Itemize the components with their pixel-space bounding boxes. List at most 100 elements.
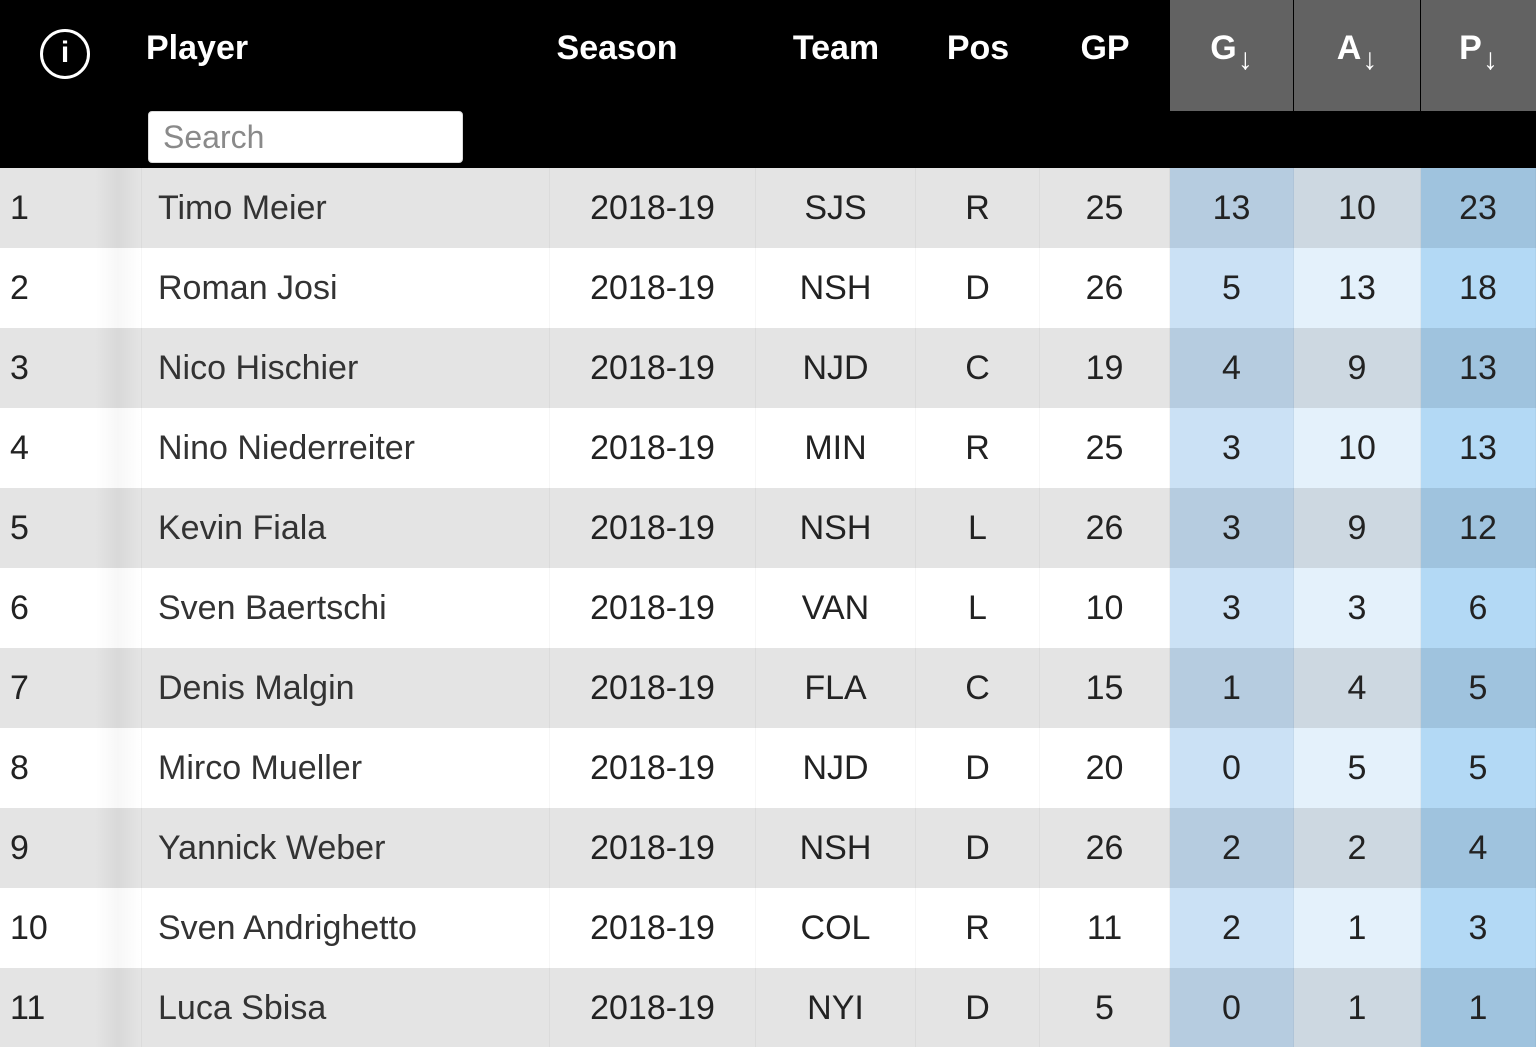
cell-season: 2018-19 [550,648,756,728]
cell-pos: D [916,248,1040,328]
cell-p: 3 [1421,888,1536,968]
cell-season: 2018-19 [550,488,756,568]
table-header: i Player Season Team Pos GP G↓ A↓ P↓ [0,0,1536,168]
column-header-p-label: P [1459,29,1482,67]
column-header-team[interactable]: Team [792,29,880,67]
column-header-gp[interactable]: GP [1080,29,1130,67]
cell-rank: 5 [0,488,142,568]
cell-p: 18 [1421,248,1536,328]
cell-team: NYI [756,968,916,1047]
cell-g: 2 [1170,808,1294,888]
info-icon[interactable]: i [40,29,90,79]
cell-p: 23 [1421,168,1536,248]
sort-down-arrow-icon: ↓ [1237,43,1253,76]
cell-a: 9 [1294,328,1421,408]
cell-team: NJD [756,728,916,808]
cell-player: Sven Baertschi [142,568,550,648]
cell-a: 10 [1294,408,1421,488]
cell-p: 5 [1421,648,1536,728]
cell-g: 13 [1170,168,1294,248]
cell-p: 6 [1421,568,1536,648]
cell-pos: L [916,568,1040,648]
table-row[interactable]: 2 Roman Josi 2018-19 NSH D 26 5 13 18 [0,248,1536,328]
cell-gp: 15 [1040,648,1170,728]
cell-player: Denis Malgin [142,648,550,728]
cell-pos: D [916,968,1040,1047]
cell-rank: 1 [0,168,142,248]
cell-player: Yannick Weber [142,808,550,888]
sort-down-arrow-icon: ↓ [1362,43,1378,76]
cell-pos: C [916,648,1040,728]
cell-player: Roman Josi [142,248,550,328]
cell-p: 13 [1421,408,1536,488]
table-row[interactable]: 7 Denis Malgin 2018-19 FLA C 15 1 4 5 [0,648,1536,728]
cell-pos: R [916,888,1040,968]
cell-pos: D [916,728,1040,808]
table-row[interactable]: 4 Nino Niederreiter 2018-19 MIN R 25 3 10 13 [0,408,1536,488]
column-header-p[interactable]: P↓ [1421,0,1536,111]
cell-season: 2018-19 [550,328,756,408]
cell-a: 1 [1294,888,1421,968]
cell-gp: 20 [1040,728,1170,808]
table-row[interactable]: 3 Nico Hischier 2018-19 NJD C 19 4 9 13 [0,328,1536,408]
column-header-a[interactable]: A↓ [1294,0,1420,111]
cell-season: 2018-19 [550,728,756,808]
cell-p: 5 [1421,728,1536,808]
cell-rank: 2 [0,248,142,328]
cell-gp: 5 [1040,968,1170,1047]
column-header-player[interactable]: Player [146,29,249,67]
cell-gp: 25 [1040,168,1170,248]
table-row[interactable]: 11 Luca Sbisa 2018-19 NYI D 5 0 1 1 [0,968,1536,1047]
column-header-season[interactable]: Season [556,29,678,67]
cell-rank: 8 [0,728,142,808]
column-header-g[interactable]: G↓ [1170,0,1293,111]
player-search-input[interactable] [148,111,463,163]
cell-gp: 19 [1040,328,1170,408]
cell-team: NJD [756,328,916,408]
table-row[interactable]: 6 Sven Baertschi 2018-19 VAN L 10 3 3 6 [0,568,1536,648]
column-header-a-label: A [1336,29,1362,67]
cell-pos: R [916,168,1040,248]
cell-season: 2018-19 [550,248,756,328]
cell-a: 4 [1294,648,1421,728]
cell-g: 0 [1170,728,1294,808]
cell-team: SJS [756,168,916,248]
cell-player: Sven Andrighetto [142,888,550,968]
cell-p: 13 [1421,328,1536,408]
column-header-pos[interactable]: Pos [946,29,1010,67]
cell-pos: R [916,408,1040,488]
cell-team: NSH [756,808,916,888]
cell-rank: 7 [0,648,142,728]
cell-a: 1 [1294,968,1421,1047]
cell-g: 3 [1170,408,1294,488]
table-row[interactable]: 1 Timo Meier 2018-19 SJS R 25 13 10 23 [0,168,1536,248]
cell-season: 2018-19 [550,808,756,888]
cell-player: Luca Sbisa [142,968,550,1047]
cell-gp: 10 [1040,568,1170,648]
table-row[interactable]: 10 Sven Andrighetto 2018-19 COL R 11 2 1 3 [0,888,1536,968]
cell-player: Nico Hischier [142,328,550,408]
cell-pos: C [916,328,1040,408]
cell-g: 1 [1170,648,1294,728]
cell-rank: 3 [0,328,142,408]
cell-team: VAN [756,568,916,648]
cell-g: 4 [1170,328,1294,408]
cell-gp: 26 [1040,808,1170,888]
table-row[interactable]: 9 Yannick Weber 2018-19 NSH D 26 2 2 4 [0,808,1536,888]
table-row[interactable]: 5 Kevin Fiala 2018-19 NSH L 26 3 9 12 [0,488,1536,568]
cell-a: 3 [1294,568,1421,648]
cell-player: Nino Niederreiter [142,408,550,488]
cell-p: 12 [1421,488,1536,568]
cell-rank: 11 [0,968,142,1047]
cell-a: 9 [1294,488,1421,568]
cell-g: 3 [1170,568,1294,648]
cell-season: 2018-19 [550,408,756,488]
table-row[interactable]: 8 Mirco Mueller 2018-19 NJD D 20 0 5 5 [0,728,1536,808]
cell-season: 2018-19 [550,568,756,648]
cell-gp: 11 [1040,888,1170,968]
sort-down-arrow-icon: ↓ [1482,43,1498,76]
cell-player: Mirco Mueller [142,728,550,808]
column-header-g-label: G [1210,29,1237,67]
cell-a: 5 [1294,728,1421,808]
